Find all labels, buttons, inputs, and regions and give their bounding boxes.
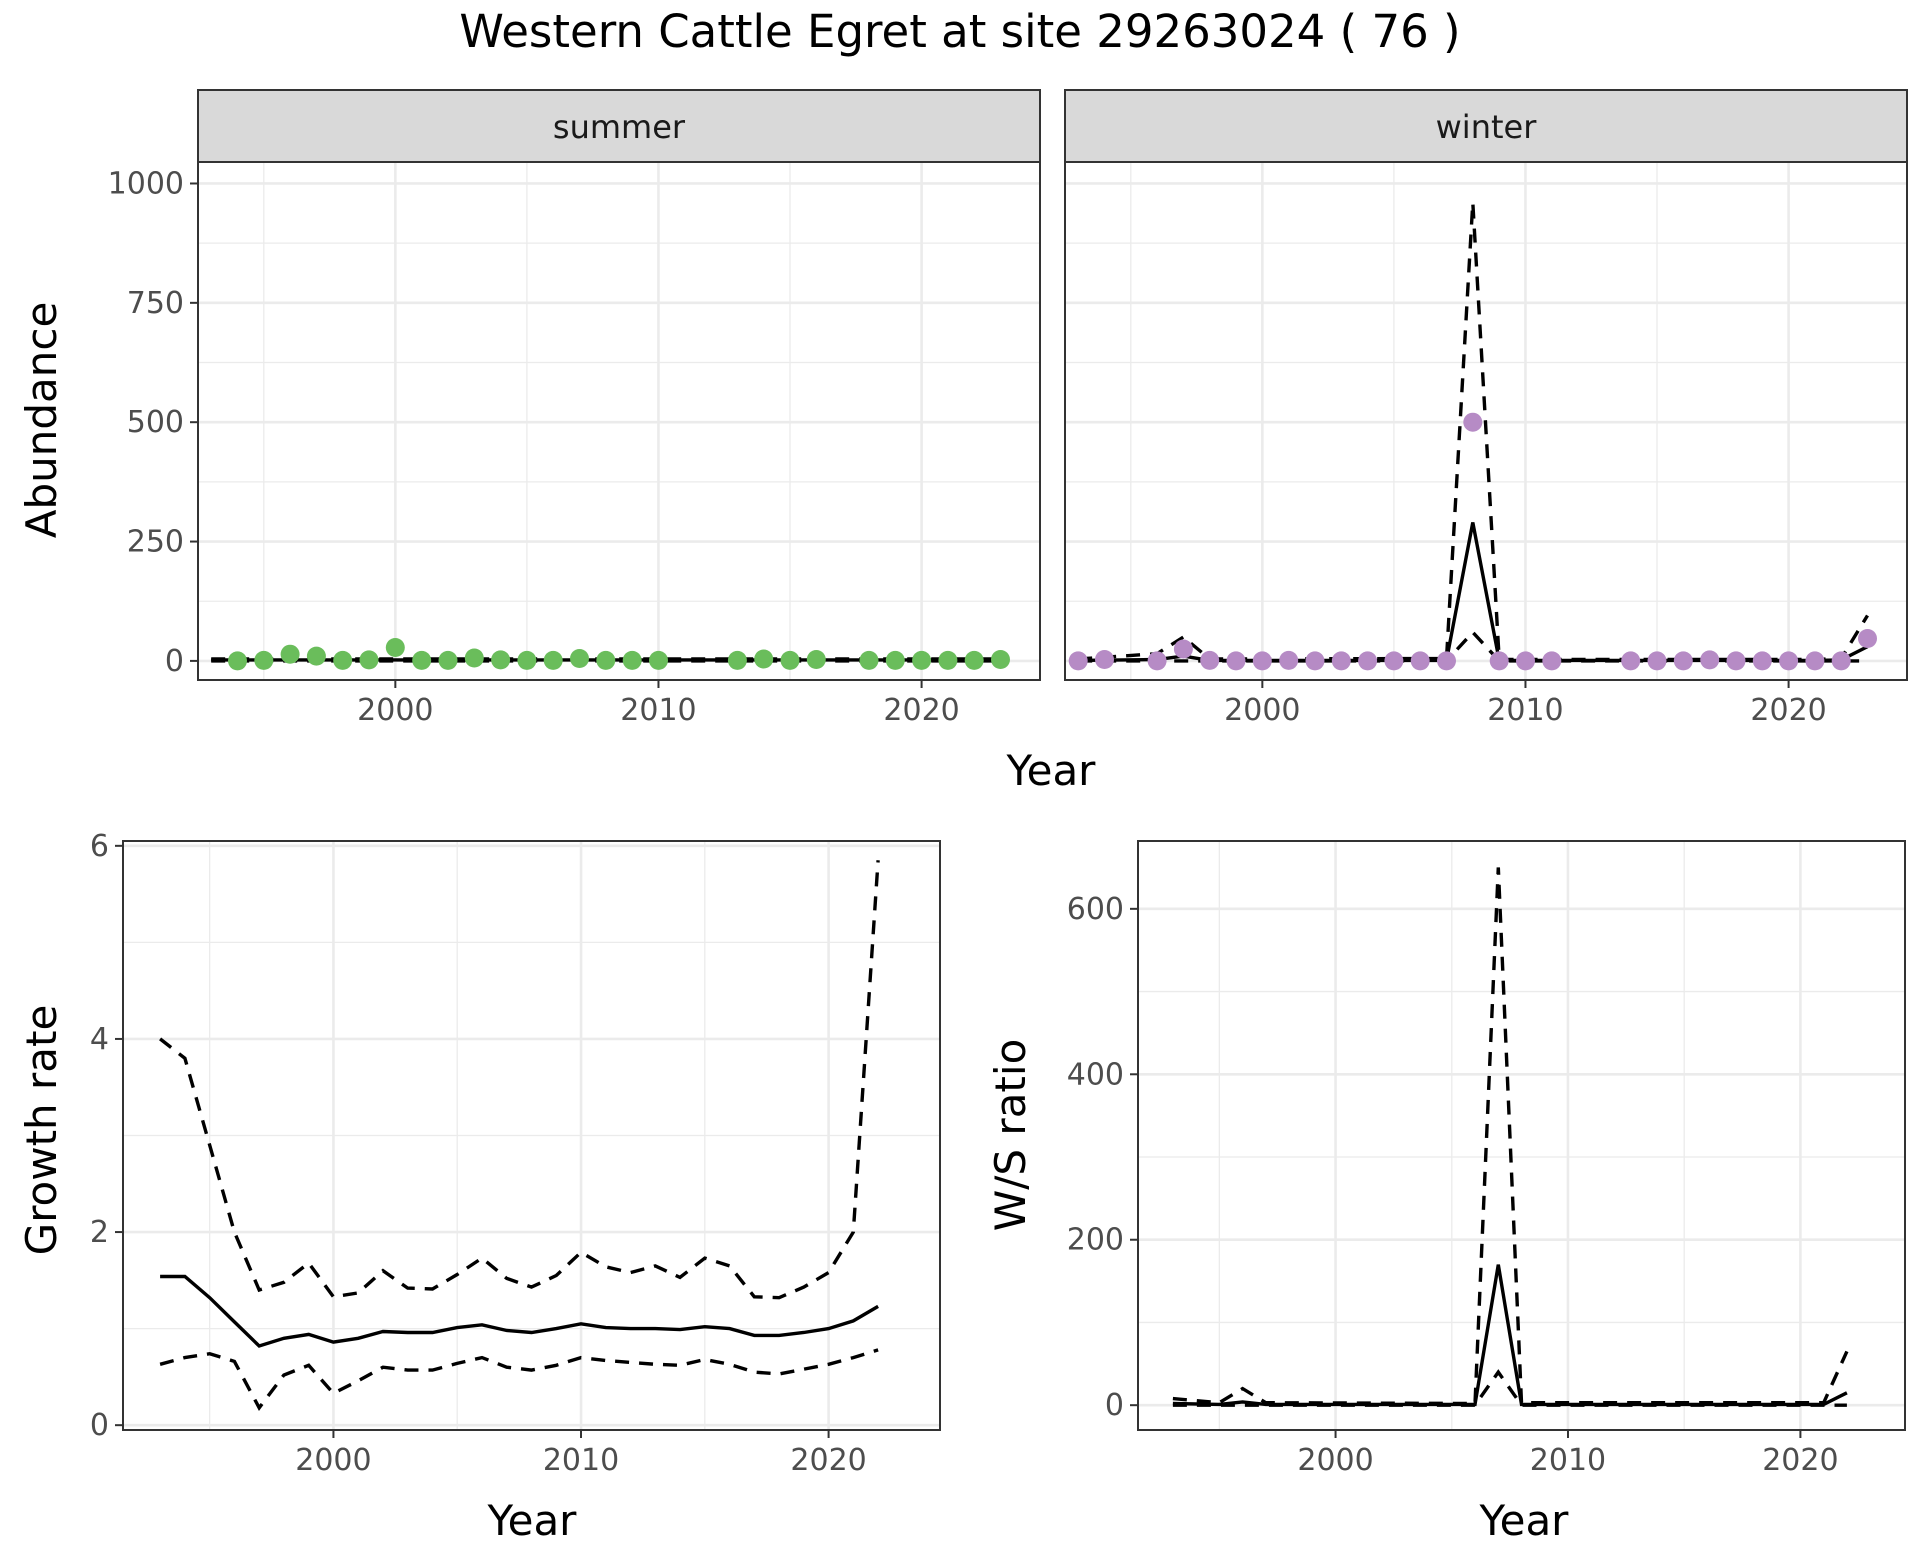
y-tick-label-growth-6: 6: [90, 829, 109, 864]
data-point-summer-2010: [649, 651, 668, 670]
y-tick-label-summer-750: 750: [127, 286, 184, 321]
data-point-winter-1994: [1095, 650, 1114, 669]
data-point-winter-2005: [1384, 651, 1403, 670]
y-tick-label-growth-2: 2: [90, 1215, 109, 1250]
strip-label-winter: winter: [1436, 108, 1538, 146]
x-tick-label-ratio-2020: 2020: [1762, 1443, 1838, 1478]
data-point-summer-2021: [938, 651, 957, 670]
x-tick-label-ratio-2000: 2000: [1297, 1443, 1373, 1478]
data-point-summer-1998: [333, 651, 352, 670]
x-tick-label-winter-2000: 2000: [1224, 693, 1300, 728]
x-tick-label-growth-2000: 2000: [295, 1443, 371, 1478]
data-point-summer-2009: [623, 651, 642, 670]
x-tick-label-winter-2010: 2010: [1487, 693, 1563, 728]
data-point-summer-2020: [912, 651, 931, 670]
data-point-winter-2007: [1437, 651, 1456, 670]
y-tick-label-ratio-0: 0: [1105, 1388, 1124, 1423]
plot-area-ratio: 2000 2010 2020 0 200 400 600: [1067, 841, 1905, 1478]
data-point-winter-2016: [1674, 651, 1693, 670]
y-tick-label-growth-0: 0: [90, 1408, 109, 1443]
y-tick-label-ratio-200: 200: [1067, 1223, 1124, 1258]
data-point-summer-1994: [228, 651, 247, 670]
data-point-summer-2008: [596, 651, 615, 670]
x-tick-label-winter-2020: 2020: [1750, 693, 1826, 728]
data-point-winter-2019: [1753, 651, 1772, 670]
data-point-summer-2005: [517, 651, 536, 670]
plot-area-growth: 2000 2010 2020 0 2 4 6: [90, 829, 940, 1478]
data-point-summer-2019: [886, 651, 905, 670]
x-axis-title-abundance: Year: [1006, 746, 1097, 795]
data-point-winter-2009: [1490, 651, 1509, 670]
data-point-summer-1995: [254, 651, 273, 670]
data-point-winter-1996: [1148, 651, 1167, 670]
y-axis-title-growth: Growth rate: [17, 1005, 66, 1256]
data-point-summer-2007: [570, 649, 589, 668]
x-axis-title-ratio: Year: [1479, 1496, 1570, 1545]
abundance-winter-panel: winter 2000 2010 2020: [1065, 90, 1907, 728]
data-point-winter-2022: [1832, 651, 1851, 670]
y-axis-title-abundance: Abundance: [17, 302, 66, 539]
data-point-winter-2003: [1332, 651, 1351, 670]
data-point-summer-2022: [965, 651, 984, 670]
x-tick-label-summer-2010: 2010: [620, 693, 696, 728]
data-point-summer-2001: [412, 651, 431, 670]
x-tick-label-ratio-2010: 2010: [1530, 1443, 1606, 1478]
data-point-summer-2023: [991, 650, 1010, 669]
data-point-summer-2004: [491, 650, 510, 669]
y-axis-title-ratio: W/S ratio: [986, 1039, 1035, 1232]
y-tick-label-ratio-400: 400: [1067, 1057, 1124, 1092]
data-point-winter-2014: [1621, 651, 1640, 670]
data-point-winter-2002: [1306, 651, 1325, 670]
plot-area-summer: 2000 2010 2020 0 250 500 750 1000: [108, 162, 1040, 728]
data-point-winter-2011: [1542, 651, 1561, 670]
y-tick-label-summer-0: 0: [165, 644, 184, 679]
data-point-summer-2003: [465, 649, 484, 668]
x-tick-label-growth-2010: 2010: [543, 1443, 619, 1478]
data-point-summer-1997: [307, 647, 326, 666]
data-point-winter-2015: [1648, 651, 1667, 670]
data-point-summer-2015: [781, 651, 800, 670]
data-point-summer-2018: [860, 651, 879, 670]
data-point-winter-2006: [1411, 651, 1430, 670]
data-point-winter-2010: [1516, 651, 1535, 670]
data-point-winter-2004: [1358, 651, 1377, 670]
y-tick-label-summer-250: 250: [127, 525, 184, 560]
data-point-winter-1998: [1200, 651, 1219, 670]
data-point-summer-2000: [386, 638, 405, 657]
data-point-summer-2016: [807, 650, 826, 669]
x-tick-label-growth-2020: 2020: [790, 1443, 866, 1478]
data-point-summer-2006: [544, 651, 563, 670]
y-tick-label-summer-1000: 1000: [108, 166, 184, 201]
ws-ratio-panel: 2000 2010 2020 0 200 400 600 W/S ratio Year: [986, 841, 1905, 1545]
data-point-winter-2021: [1805, 651, 1824, 670]
data-point-summer-2014: [754, 650, 773, 669]
panel-background: [1138, 841, 1905, 1430]
data-point-summer-1999: [360, 650, 379, 669]
data-point-summer-2002: [439, 651, 458, 670]
data-point-winter-2017: [1700, 650, 1719, 669]
data-point-winter-2001: [1279, 651, 1298, 670]
data-point-winter-1997: [1174, 640, 1193, 659]
data-point-winter-1993: [1069, 651, 1088, 670]
data-point-winter-2023: [1858, 629, 1877, 648]
y-tick-label-ratio-600: 600: [1067, 892, 1124, 927]
data-point-winter-2000: [1253, 651, 1272, 670]
figure-title: Western Cattle Egret at site 29263024 ( …: [459, 5, 1460, 58]
growth-rate-panel: 2000 2010 2020 0 2 4 6 Growth rate Year: [17, 829, 940, 1545]
abundance-summer-panel: summer 2000 2010 2020 0 250 500 750 1000 Abunda…: [17, 90, 1040, 728]
data-point-winter-1999: [1227, 651, 1246, 670]
data-point-winter-2018: [1727, 651, 1746, 670]
plot-area-winter: 2000 2010 2020: [1065, 162, 1907, 728]
data-point-winter-2008: [1463, 413, 1482, 432]
x-tick-label-summer-2000: 2000: [357, 693, 433, 728]
data-point-summer-1996: [281, 645, 300, 664]
y-tick-label-summer-500: 500: [127, 405, 184, 440]
data-point-summer-2013: [728, 651, 747, 670]
data-point-winter-2020: [1779, 651, 1798, 670]
y-tick-label-growth-4: 4: [90, 1022, 109, 1057]
strip-label-summer: summer: [553, 108, 686, 146]
x-axis-title-growth: Year: [487, 1496, 578, 1545]
x-tick-label-summer-2020: 2020: [883, 693, 959, 728]
